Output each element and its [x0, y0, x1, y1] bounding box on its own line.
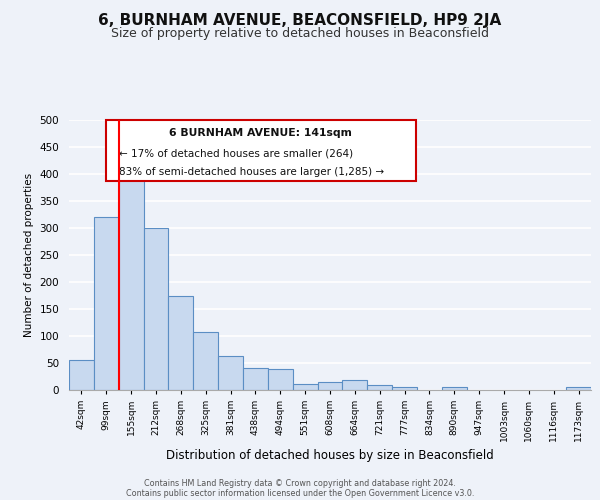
Bar [169, 296, 193, 390]
Text: 6 BURNHAM AVENUE: 141sqm: 6 BURNHAM AVENUE: 141sqm [169, 128, 352, 138]
Y-axis label: Number of detached properties: Number of detached properties [24, 173, 34, 337]
Bar [218, 356, 243, 390]
Bar [69, 360, 94, 390]
Bar [566, 388, 591, 390]
Bar [343, 380, 367, 390]
Text: 83% of semi-detached houses are larger (1,285) →: 83% of semi-detached houses are larger (… [119, 167, 384, 177]
Text: Contains HM Land Registry data © Crown copyright and database right 2024.: Contains HM Land Registry data © Crown c… [144, 478, 456, 488]
Text: ← 17% of detached houses are smaller (264): ← 17% of detached houses are smaller (26… [119, 148, 353, 158]
FancyBboxPatch shape [106, 120, 416, 180]
Text: 6, BURNHAM AVENUE, BEACONSFIELD, HP9 2JA: 6, BURNHAM AVENUE, BEACONSFIELD, HP9 2JA [98, 12, 502, 28]
Bar [243, 368, 268, 390]
Bar [94, 217, 119, 390]
Bar [442, 388, 467, 390]
Bar [293, 384, 317, 390]
X-axis label: Distribution of detached houses by size in Beaconsfield: Distribution of detached houses by size … [166, 450, 494, 462]
Text: Contains public sector information licensed under the Open Government Licence v3: Contains public sector information licen… [126, 488, 474, 498]
Bar [367, 384, 392, 390]
Bar [143, 228, 169, 390]
Bar [119, 174, 143, 390]
Bar [268, 370, 293, 390]
Bar [317, 382, 343, 390]
Bar [193, 332, 218, 390]
Text: Size of property relative to detached houses in Beaconsfield: Size of property relative to detached ho… [111, 28, 489, 40]
Bar [392, 388, 417, 390]
